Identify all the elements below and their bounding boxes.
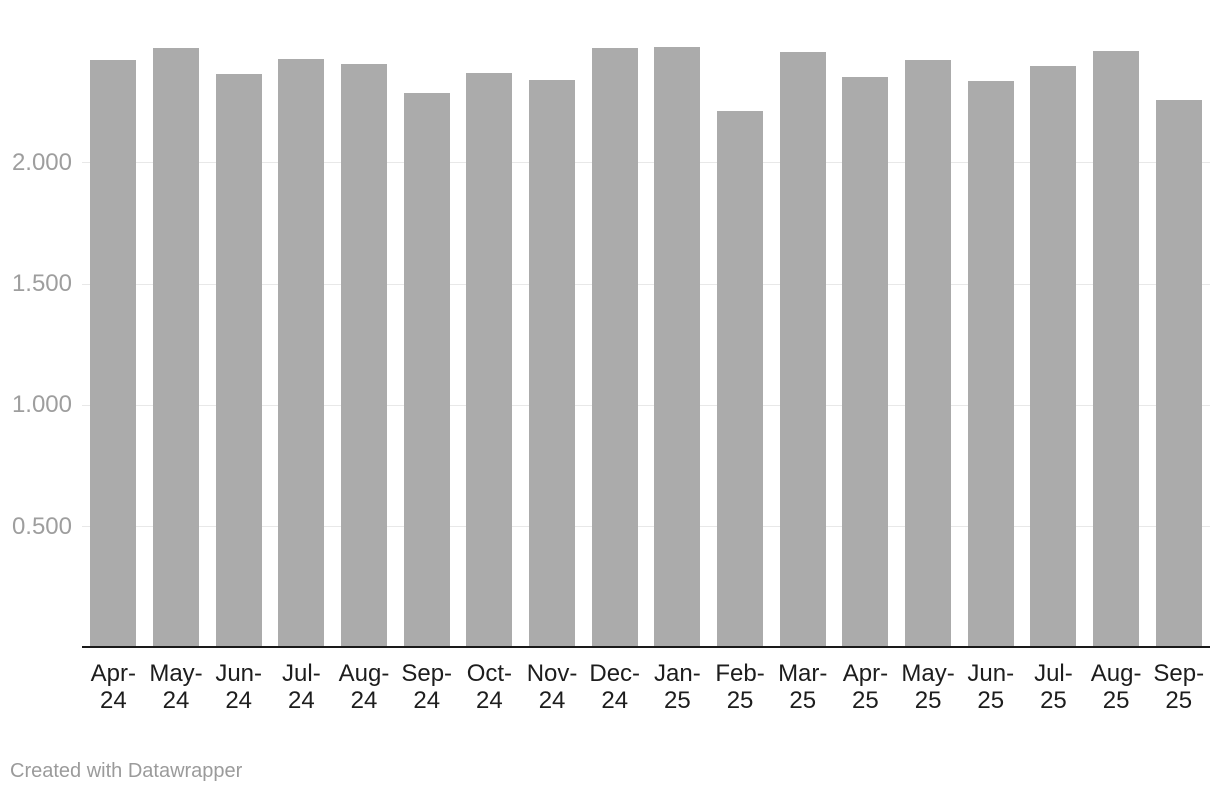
datawrapper-credit: Created with Datawrapper (10, 760, 243, 782)
y-axis: 0.500 1.000 1.500 2.000 (0, 0, 72, 648)
x-tick-label-Jun-24: Jun- 24 (215, 660, 263, 714)
bar-Apr-25 (842, 77, 889, 648)
bar-May-24 (153, 48, 199, 648)
bar-May-25 (905, 60, 952, 648)
bar-Aug-24 (341, 64, 388, 648)
x-tick-label-Oct-24: Oct- 24 (466, 660, 513, 714)
bar-Jun-25 (967, 81, 1014, 648)
bar-Mar-25 (779, 52, 826, 648)
y-tick-label: 1.000 (11, 391, 72, 419)
y-tick-label: 0.500 (11, 512, 72, 540)
bar-Aug-25 (1093, 51, 1140, 648)
bar-Jul-24 (278, 59, 325, 648)
bar-Feb-25 (717, 111, 764, 648)
bar-Apr-24 (90, 60, 137, 648)
x-tick-label-Dec-24: Dec- 24 (589, 660, 641, 714)
bar-cell (395, 0, 458, 648)
bar-cell (1147, 0, 1210, 648)
x-tick-label-Mar-25: Mar- 25 (778, 660, 828, 714)
bar-cell (207, 0, 270, 648)
bar-cell (270, 0, 333, 648)
bar-cell (1022, 0, 1085, 648)
bar-Jan-25 (654, 47, 701, 648)
x-tick-label-Jul-25: Jul- 25 (1034, 660, 1073, 714)
bar-cell (333, 0, 396, 648)
x-tick-label-Nov-24: Nov- 24 (526, 660, 578, 714)
gridline-1.500 (82, 283, 1210, 285)
x-tick-label-Jan-25: Jan- 25 (654, 660, 701, 714)
x-tick-label-May-24: May- 24 (149, 660, 203, 714)
bar-cell (897, 0, 960, 648)
bar-Nov-24 (529, 80, 576, 648)
bar-cell (521, 0, 584, 648)
y-tick-label: 2.000 (11, 148, 72, 176)
x-axis-labels: Apr- 24 May- 24 Jun- 24 Jul- 24 Aug- 24 Sep- … (82, 660, 1210, 714)
bar-cell (458, 0, 521, 648)
bar-cell (145, 0, 208, 648)
x-tick-label-Apr-24: Apr- 24 (90, 660, 136, 714)
x-tick-label-Aug-25: Aug- 25 (1090, 660, 1142, 714)
gridline-1.000 (82, 404, 1210, 406)
bar-cell (709, 0, 772, 648)
bar-Dec-24 (591, 48, 638, 648)
bar-cell (646, 0, 709, 648)
x-tick-label-Feb-25: Feb- 25 (715, 660, 765, 714)
bar-Sep-24 (403, 93, 450, 648)
bar-cell (959, 0, 1022, 648)
bar-Oct-24 (466, 73, 513, 648)
x-tick-label-Sep-25: Sep- 25 (1153, 660, 1205, 714)
plot-area (82, 0, 1210, 648)
bar-Jul-25 (1030, 66, 1077, 648)
bar-cell (82, 0, 145, 648)
x-tick-label-May-25: May- 25 (901, 660, 955, 714)
bar-cell (771, 0, 834, 648)
x-tick-label-Jul-24: Jul- 24 (282, 660, 321, 714)
bars-container (82, 0, 1210, 648)
x-tick-label-Sep-24: Sep- 24 (401, 660, 453, 714)
gridline-2.000 (82, 162, 1210, 164)
y-tick-label: 1.500 (11, 270, 72, 298)
bar-cell (583, 0, 646, 648)
x-tick-label-Aug-24: Aug- 24 (338, 660, 390, 714)
bar-cell (834, 0, 897, 648)
bar-Sep-25 (1155, 100, 1202, 648)
bar-cell (1085, 0, 1148, 648)
x-axis-line (82, 646, 1210, 648)
gridline-0.500 (82, 526, 1210, 528)
bar-Jun-24 (215, 74, 262, 648)
x-tick-label-Jun-25: Jun- 25 (967, 660, 1015, 714)
x-tick-label-Apr-25: Apr- 25 (842, 660, 889, 714)
